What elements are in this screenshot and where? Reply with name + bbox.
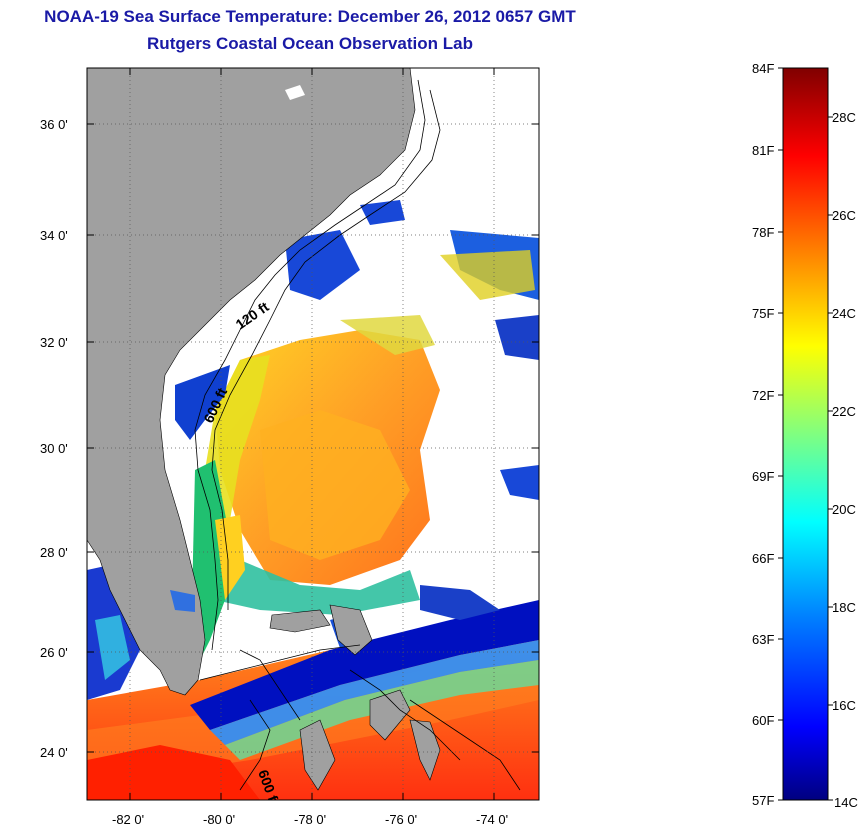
lat-label-24: 24 0': [40, 745, 68, 760]
lon-label-80: -80 0': [203, 812, 236, 827]
colorbar-label-81f: 81F: [752, 143, 775, 158]
colorbar-label-18c: 18C: [832, 600, 856, 615]
colorbar: [782, 67, 829, 801]
colorbar-label-14c: 14C: [834, 795, 858, 810]
map-title: NOAA-19 Sea Surface Temperature: Decembe…: [44, 7, 576, 26]
map-frame: [86, 67, 540, 801]
colorbar-label-72f: 72F: [752, 388, 775, 403]
lon-label-76: -76 0': [385, 812, 418, 827]
depth-contours: [194, 79, 521, 791]
lat-label-26: 26 0': [40, 645, 68, 660]
lat-label-28: 28 0': [40, 545, 68, 560]
colorbar-label-16c: 16C: [832, 698, 856, 713]
lat-label-36: 36 0': [40, 117, 68, 132]
lon-label-82: -82 0': [112, 812, 145, 827]
lat-label-32: 32 0': [40, 335, 68, 350]
land-mass: [87, 68, 441, 791]
graticule: [87, 68, 539, 800]
colorbar-label-28c: 28C: [832, 110, 856, 125]
colorbar-label-66f: 66F: [752, 551, 775, 566]
colorbar-label-57f: 57F: [752, 793, 775, 808]
colorbar-ticks: [778, 67, 833, 801]
colorbar-label-78f: 78F: [752, 225, 775, 240]
colorbar-label-63f: 63F: [752, 632, 775, 647]
map-subtitle: Rutgers Coastal Ocean Observation Lab: [147, 34, 473, 53]
colorbar-label-69f: 69F: [752, 469, 775, 484]
colorbar-label-24c: 24C: [832, 306, 856, 321]
axis-ticks: [87, 68, 539, 800]
colorbar-label-20c: 20C: [832, 502, 856, 517]
colorbar-label-26c: 26C: [832, 208, 856, 223]
colorbar-label-75f: 75F: [752, 306, 775, 321]
lat-label-34: 34 0': [40, 228, 68, 243]
lon-label-78: -78 0': [294, 812, 327, 827]
colorbar-label-22c: 22C: [832, 404, 856, 419]
lon-label-74: -74 0': [476, 812, 509, 827]
lat-label-30: 30 0': [40, 441, 68, 456]
colorbar-label-60f: 60F: [752, 713, 775, 728]
colorbar-label-84f: 84F: [752, 61, 775, 76]
